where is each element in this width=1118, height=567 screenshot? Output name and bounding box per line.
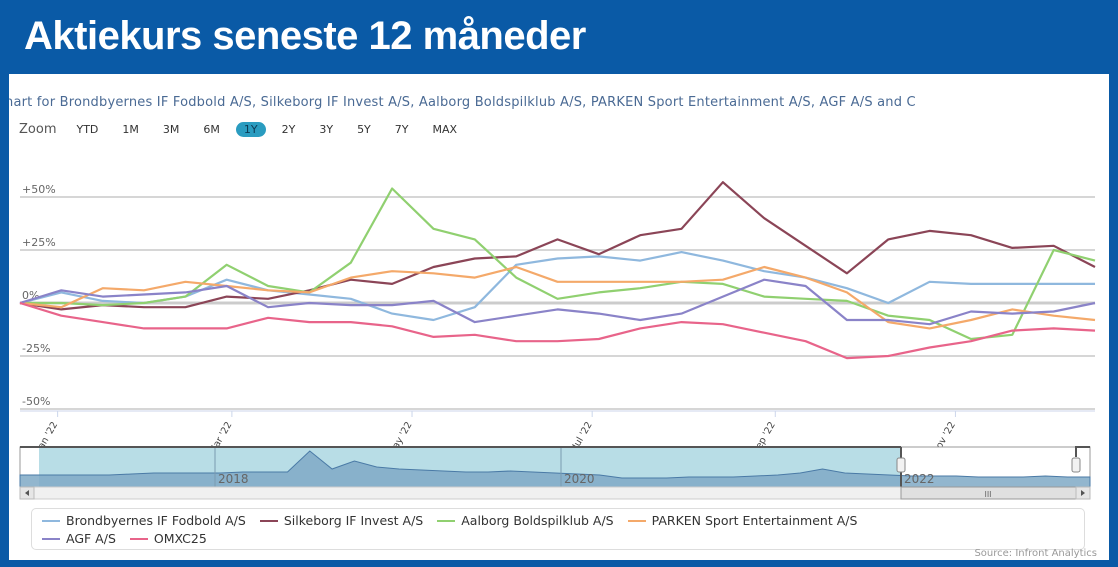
chart-title: hart for Brondbyernes IF Fodbold A/S, Si… [9,95,916,110]
legend-label: OMXC25 [153,531,207,546]
zoom-button-ytd[interactable]: YTD [76,123,99,136]
legend-item[interactable]: PARKEN Sport Entertainment A/S [627,513,858,528]
series-line-1 [19,181,1096,311]
chart-panel: hart for Brondbyernes IF Fodbold A/S, Si… [9,74,1109,560]
legend-swatch [42,519,60,522]
legend-item[interactable]: Brondbyernes IF Fodbold A/S [42,513,246,528]
legend-label: PARKEN Sport Entertainment A/S [651,513,858,528]
series-line-5 [19,301,1096,360]
legend-item[interactable]: Silkeborg IF Invest A/S [259,513,424,528]
navigator-year-label: 2022 [904,472,935,486]
zoom-button-3y[interactable]: 3Y [319,123,334,136]
legend-label: Silkeborg IF Invest A/S [283,513,424,528]
navigator-handle-right[interactable] [1071,457,1081,473]
zoom-button-max[interactable]: MAX [432,123,458,136]
zoom-label: Zoom [19,122,57,137]
scrollbar[interactable]: III [19,486,1091,500]
arrow-right-icon [1081,490,1085,496]
navigator-year-label: 2018 [218,472,249,486]
page-title: Aktiekurs seneste 12 måneder [24,14,586,58]
legend-swatch [42,537,60,540]
scrollbar-grip: III [984,490,991,499]
y-tick-label: +50% [22,183,56,196]
legend-item[interactable]: Aalborg Boldspilklub A/S [437,513,614,528]
legend-label: AGF A/S [66,531,116,546]
zoom-button-5y[interactable]: 5Y [357,123,371,136]
series-line-2 [20,187,1096,341]
zoom-button-1y[interactable]: 1Y [235,122,266,137]
y-tick-label: +25% [22,236,56,249]
legend-swatch [259,519,278,522]
legend-swatch [129,537,148,540]
legend-item[interactable]: OMXC25 [129,531,207,546]
y-tick-label: -50% [22,395,50,408]
navigator-area [19,450,1091,488]
series-line-3 [19,265,1096,330]
y-tick-label: -25% [22,342,50,355]
header-bar: Aktiekurs seneste 12 måneder [0,0,1118,72]
zoom-button-1m[interactable]: 1M [122,123,139,136]
zoom-button-3m[interactable]: 3M [162,123,180,136]
zoom-button-2y[interactable]: 2Y [281,123,296,136]
navigator: 2018 2020 2022 [19,446,1091,488]
legend-label: Brondbyernes IF Fodbold A/S [66,513,246,528]
legend-label: Aalborg Boldspilklub A/S [461,513,614,528]
legend: Brondbyernes IF Fodbold A/S Silkeborg IF … [31,508,1085,550]
source-note: Source: Infront Analytics [974,548,1097,559]
legend-swatch [437,519,456,522]
legend-swatch [627,519,646,522]
series-line-4 [19,278,1096,326]
navigator-handle-left[interactable] [896,457,906,473]
legend-item[interactable]: AGF A/S [42,531,116,546]
navigator-year-label: 2020 [564,472,595,486]
arrow-left-icon [25,490,29,496]
line-chart: +50%+25%0%-25%-50%Jan '22 Mar '22 May '22 J… [19,181,1096,500]
zoom-bar: Zoom YTD 1M 3M 6M 1Y 2Y 3Y 5Y 7Y MAX [19,122,473,137]
zoom-button-7y[interactable]: 7Y [394,123,409,136]
zoom-button-6m[interactable]: 6M [203,123,220,136]
